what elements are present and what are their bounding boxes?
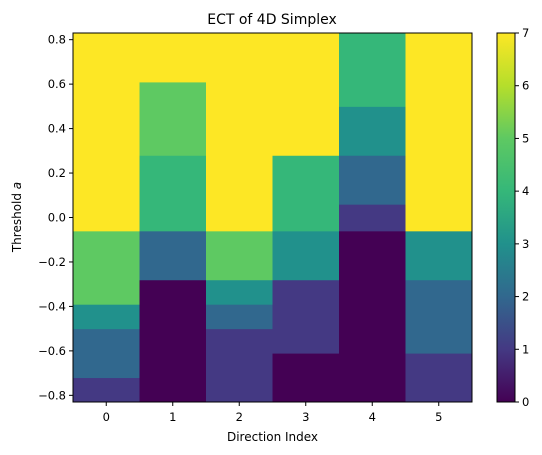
- heatmap-cell: [139, 33, 207, 83]
- x-tick-label: 5: [435, 410, 442, 424]
- heatmap-cell: [339, 33, 406, 107]
- chart-title: ECT of 4D Simplex: [207, 12, 337, 28]
- heatmap-cell: [206, 304, 273, 330]
- heatmap-cell: [339, 106, 406, 156]
- heatmap-cell: [272, 230, 340, 281]
- heatmap-cell: [272, 33, 340, 156]
- y-tick-label: 0.4: [48, 122, 66, 136]
- x-tick-label: 4: [369, 410, 376, 424]
- x-tick-label: 1: [169, 410, 176, 424]
- colorbar-tick-label: 0: [522, 395, 529, 409]
- heatmap-cell: [206, 230, 273, 281]
- heatmap-cell: [339, 204, 406, 232]
- colorbar: [496, 32, 516, 403]
- x-tick-label: 2: [236, 410, 243, 424]
- heatmap-cell: [272, 155, 340, 232]
- heatmap-cell: [73, 304, 140, 330]
- colorbar-tick-label: 1: [522, 342, 529, 356]
- heatmap-cell: [272, 353, 340, 403]
- y-tick-label: −0.2: [38, 255, 66, 269]
- colorbar-tick-label: 2: [522, 290, 529, 304]
- y-axis-label: Threshold a: [10, 182, 24, 253]
- heatmap-cell: [139, 155, 207, 232]
- heatmap-cell: [139, 230, 207, 281]
- heatmap-cell: [405, 353, 473, 403]
- y-axis-label-variable: a: [10, 182, 24, 189]
- y-tick-label: 0.8: [48, 33, 66, 47]
- heatmap-cell: [206, 328, 273, 403]
- y-tick-label: −0.6: [38, 344, 66, 358]
- colorbar-tick-label: 6: [522, 79, 529, 93]
- x-tick-label: 0: [103, 410, 110, 424]
- colorbar-tick-label: 7: [522, 26, 529, 40]
- heatmap-cell: [139, 279, 207, 403]
- y-tick-label: 0.0: [48, 211, 66, 225]
- colorbar-tick-label: 4: [522, 184, 529, 198]
- heatmap-cell: [73, 328, 140, 379]
- x-tick-label: 3: [302, 410, 309, 424]
- colorbar-ticks: 0 1 2 3 4 5 6 7: [515, 26, 529, 409]
- heatmap-cell: [339, 230, 406, 403]
- heatmap-cell: [139, 81, 207, 156]
- heatmap-cell: [73, 377, 140, 403]
- heatmap-cell: [405, 279, 473, 354]
- heatmap-cell: [272, 279, 340, 354]
- y-tick-label: 0.6: [48, 77, 66, 91]
- colorbar-tick-label: 3: [522, 237, 529, 251]
- heatmap-cell: [73, 33, 140, 232]
- heatmap-cell: [405, 33, 473, 232]
- heatmap-cell: [206, 279, 273, 305]
- y-axis-ticks: −0.8 −0.6 −0.4 −0.2 0.0 0.2 0.4 0.6 0.8: [38, 33, 73, 402]
- heatmap-cell: [405, 230, 473, 281]
- colorbar-tick-label: 5: [522, 131, 529, 145]
- heatmap-cell: [206, 33, 273, 232]
- x-axis-label: Direction Index: [227, 430, 318, 444]
- y-axis-label-text: Threshold: [10, 189, 24, 253]
- y-tick-label: −0.4: [38, 299, 66, 313]
- x-axis-ticks: 0 1 2 3 4 5: [103, 402, 442, 424]
- y-tick-label: 0.2: [48, 166, 66, 180]
- y-tick-label: −0.8: [38, 388, 66, 402]
- heatmap-cell: [73, 230, 140, 305]
- heatmap-cells: [73, 33, 473, 403]
- heatmap-cell: [339, 155, 406, 205]
